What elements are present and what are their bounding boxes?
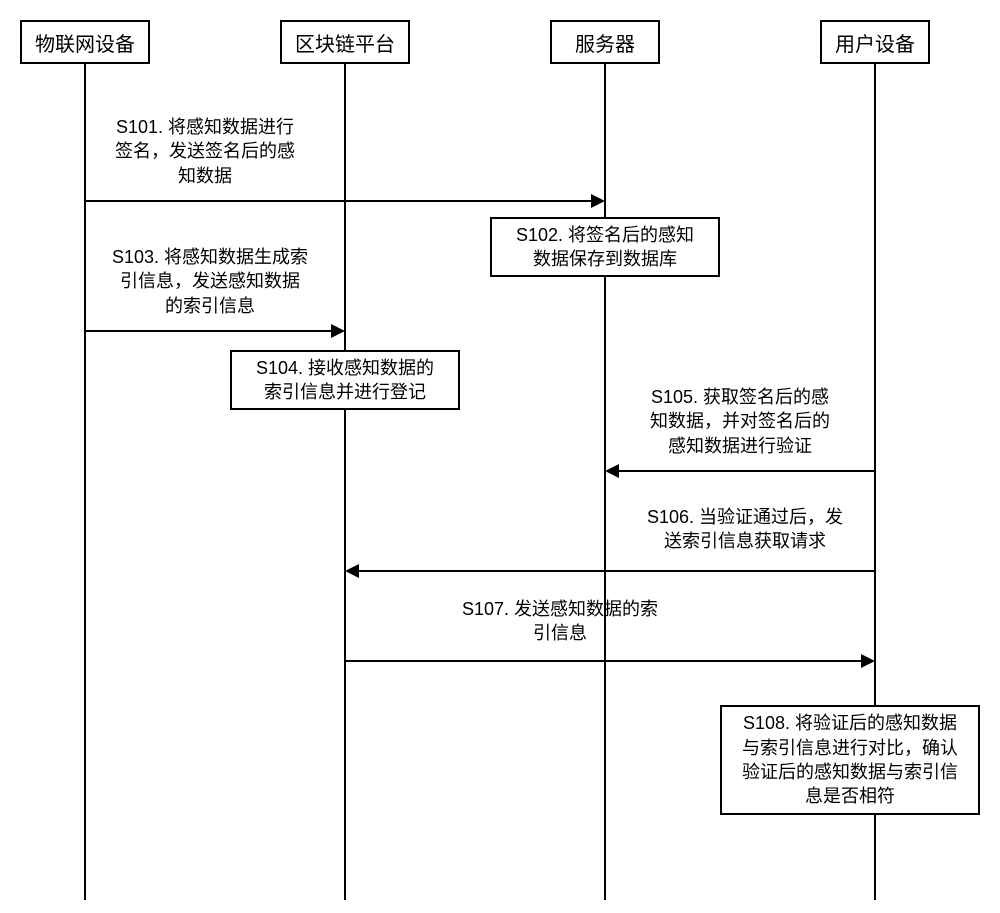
msg-s106-arrow xyxy=(359,570,876,572)
msg-s101-label: S101. 将感知数据进行 签名，发送签名后的感 知数据 xyxy=(90,115,320,188)
msg-s103-arrowhead xyxy=(331,324,345,338)
step-s108: S108. 将验证后的感知数据 与索引信息进行对比，确认 验证后的感知数据与索引… xyxy=(720,705,980,815)
msg-s106-arrowhead xyxy=(345,564,359,578)
lifeline-blockchain xyxy=(344,64,346,900)
msg-s105-arrowhead xyxy=(605,464,619,478)
msg-s101-arrowhead xyxy=(591,194,605,208)
actor-user: 用户设备 xyxy=(820,20,930,64)
actor-server-label: 服务器 xyxy=(575,28,635,57)
msg-s106-label: S106. 当验证通过后，发 送索引信息获取请求 xyxy=(625,505,865,554)
msg-s105-arrow xyxy=(619,470,876,472)
msg-s103-label: S103. 将感知数据生成索 引信息，发送感知数据 的索引信息 xyxy=(90,245,330,318)
msg-s101-arrow xyxy=(86,200,591,202)
msg-s105-label: S105. 获取签名后的感 知数据，并对签名后的 感知数据进行验证 xyxy=(625,385,855,458)
lifeline-iot xyxy=(84,64,86,900)
msg-s103-arrow xyxy=(86,330,331,332)
actor-iot: 物联网设备 xyxy=(20,20,150,64)
step-s104: S104. 接收感知数据的 索引信息并进行登记 xyxy=(230,350,460,410)
step-s102: S102. 将签名后的感知 数据保存到数据库 xyxy=(490,217,720,277)
actor-user-label: 用户设备 xyxy=(835,28,915,57)
actor-iot-label: 物联网设备 xyxy=(35,28,135,57)
actor-blockchain: 区块链平台 xyxy=(280,20,410,64)
sequence-diagram: 物联网设备 区块链平台 服务器 用户设备 S101. 将感知数据进行 签名，发送… xyxy=(0,0,1000,913)
msg-s107-arrowhead xyxy=(861,654,875,668)
msg-s107-arrow xyxy=(346,660,861,662)
msg-s107-label: S107. 发送感知数据的索 引信息 xyxy=(440,597,680,646)
lifeline-server xyxy=(604,64,606,900)
actor-blockchain-label: 区块链平台 xyxy=(295,28,395,57)
actor-server: 服务器 xyxy=(550,20,660,64)
